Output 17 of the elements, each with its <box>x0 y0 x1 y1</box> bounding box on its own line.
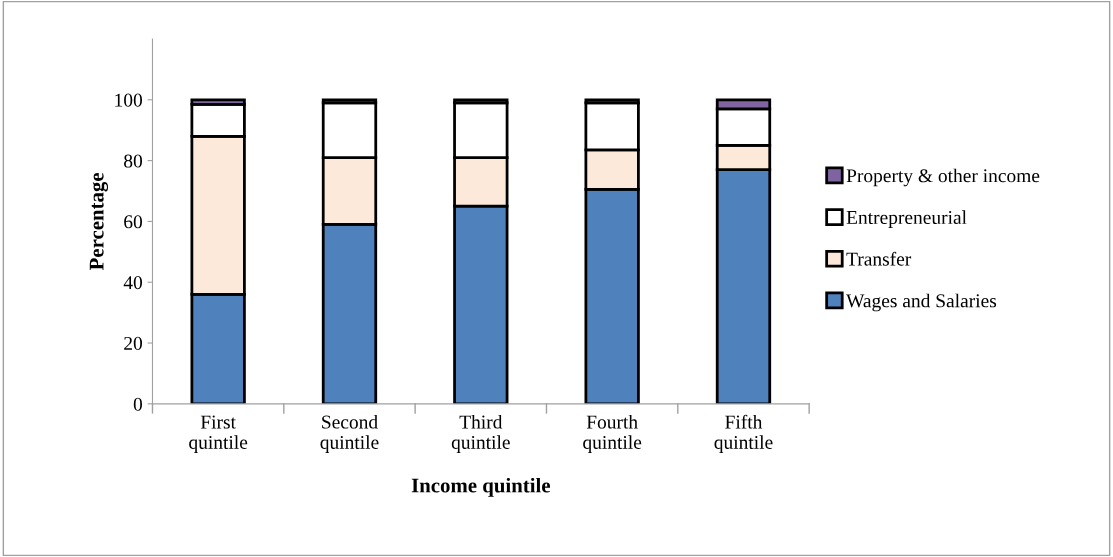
x-tick-label: Fourth quintile <box>583 414 642 453</box>
y-axis-title: Percentage <box>89 172 109 271</box>
legend-label: Entrepreneurial <box>846 210 967 228</box>
y-tick-label: 80 <box>124 154 143 168</box>
x-tick-label: Third quintile <box>451 414 510 453</box>
x-tick-label: Second quintile <box>320 414 379 453</box>
legend-label: Wages and Salaries <box>846 293 997 312</box>
y-tick-label: 40 <box>123 276 143 290</box>
y-tick-label: 60 <box>124 215 143 229</box>
legend-label: Property & other income <box>846 168 1040 187</box>
x-axis-title: Income quintile <box>411 477 551 497</box>
legend-label: Transfer <box>846 251 912 266</box>
y-tick-label: 0 <box>133 397 143 411</box>
x-tick-label: Fifth quintile <box>714 414 773 453</box>
y-tick-label: 20 <box>124 336 143 350</box>
x-tick-label: First quintile <box>189 415 248 453</box>
y-tick-label: 100 <box>115 93 143 107</box>
